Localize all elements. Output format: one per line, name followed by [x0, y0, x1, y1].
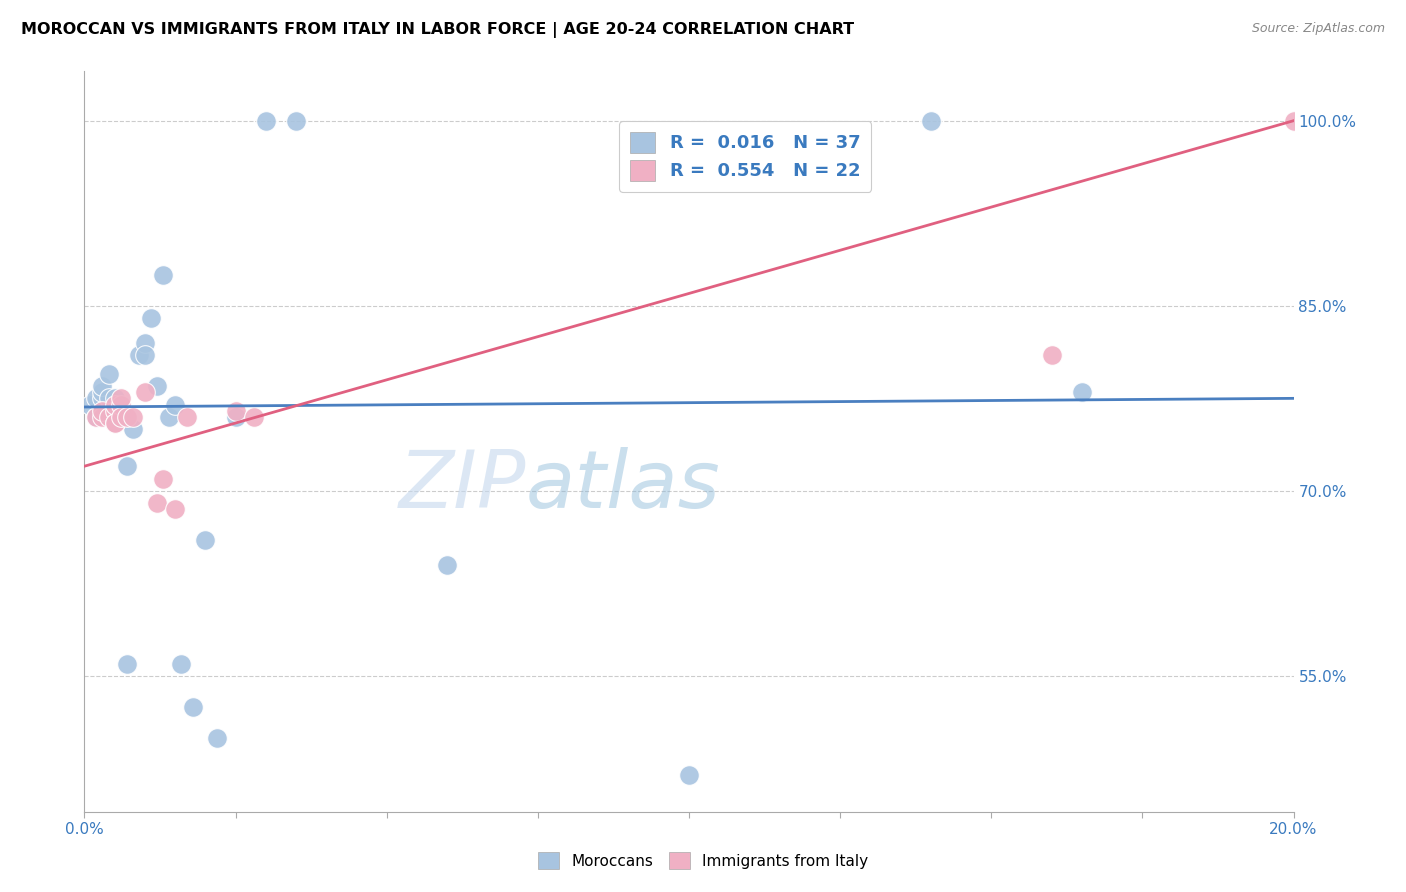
Point [134, 335, 156, 350]
Point [207, 731, 229, 745]
Point [110, 392, 132, 406]
Point [285, 113, 308, 128]
Point [91, 385, 114, 400]
Point [104, 398, 127, 412]
Point [104, 403, 127, 417]
Point [170, 657, 193, 671]
Point [121, 422, 143, 436]
Point [121, 409, 143, 424]
Point [115, 409, 138, 424]
Point [920, 113, 942, 128]
Point [1071, 385, 1094, 400]
Point [110, 409, 132, 424]
Point [104, 416, 127, 430]
Point [91, 379, 114, 393]
Point [104, 409, 127, 424]
Point [86, 409, 108, 424]
Point [91, 403, 114, 417]
Point [79, 398, 101, 412]
Point [91, 392, 114, 406]
Point [86, 392, 108, 406]
Point [678, 768, 700, 782]
Point [146, 379, 169, 393]
Point [110, 398, 132, 412]
Point [242, 409, 264, 424]
Point [97, 392, 120, 406]
Point [139, 311, 162, 326]
Point [104, 392, 127, 406]
Point [128, 348, 150, 362]
Point [1282, 113, 1305, 128]
Point [181, 699, 204, 714]
Point [1040, 348, 1063, 362]
Text: ZIP: ZIP [398, 447, 526, 525]
Point [91, 409, 114, 424]
Legend: R =  0.016   N = 37, R =  0.554   N = 22: R = 0.016 N = 37, R = 0.554 N = 22 [620, 121, 872, 192]
Point [134, 385, 156, 400]
Point [110, 409, 132, 424]
Point [97, 367, 120, 381]
Point [91, 403, 114, 417]
Point [152, 472, 174, 486]
Point [104, 416, 127, 430]
Point [194, 533, 217, 548]
Point [104, 416, 127, 430]
Point [97, 403, 120, 417]
Text: MOROCCAN VS IMMIGRANTS FROM ITALY IN LABOR FORCE | AGE 20-24 CORRELATION CHART: MOROCCAN VS IMMIGRANTS FROM ITALY IN LAB… [21, 22, 855, 38]
Point [152, 268, 174, 282]
Point [165, 398, 187, 412]
Point [176, 409, 198, 424]
Point [97, 409, 120, 424]
Point [115, 657, 138, 671]
Point [146, 496, 169, 510]
Point [110, 403, 132, 417]
Point [254, 113, 277, 128]
Point [225, 409, 247, 424]
Point [436, 558, 458, 572]
Legend: Moroccans, Immigrants from Italy: Moroccans, Immigrants from Italy [531, 846, 875, 875]
Point [134, 348, 156, 362]
Point [115, 459, 138, 474]
Point [86, 409, 108, 424]
Point [157, 409, 180, 424]
Point [165, 502, 187, 516]
Text: Source: ZipAtlas.com: Source: ZipAtlas.com [1251, 22, 1385, 36]
Text: atlas: atlas [526, 447, 720, 525]
Point [225, 403, 247, 417]
